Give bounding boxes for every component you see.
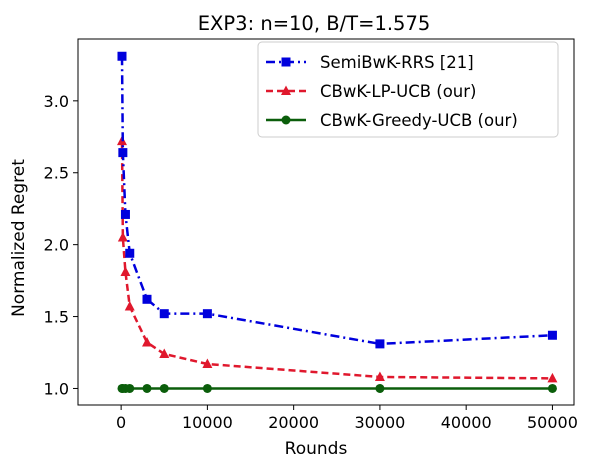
legend-box: [257, 41, 559, 138]
x-tick-label: 20000: [268, 413, 319, 432]
data-point: [202, 383, 212, 393]
x-tick-label: 50000: [527, 413, 578, 432]
chart-title: EXP3: n=10, B/T=1.575: [198, 12, 431, 35]
legend-item: CBwK-LP-UCB (our): [266, 82, 476, 101]
y-axis-label: Normalized Regret: [9, 159, 29, 317]
data-point: [159, 309, 169, 319]
legend-label: CBwK-Greedy-UCB (our): [320, 111, 518, 130]
y-tick-label: 1.0: [44, 379, 69, 398]
data-point: [125, 248, 135, 258]
y-tick-label: 1.5: [44, 308, 69, 327]
y-tick-label: 3.0: [44, 92, 69, 111]
data-point: [547, 383, 557, 393]
series-line: [120, 56, 553, 346]
x-axis-label: Rounds: [285, 439, 348, 459]
data-point: [120, 209, 130, 219]
legend-item: SemiBwK-RRS [21]: [266, 53, 474, 72]
plot-area: 0 10000 20000 30000 40000 50000 1.0 1.5 2.0 2.5 3.…: [44, 38, 578, 432]
axes-frame: [77, 38, 575, 406]
legend: SemiBwK-RRS [21] CBwK-LP-UCB (our) CBwK-Gr…: [257, 41, 559, 138]
data-point: [375, 383, 385, 393]
series-3: [117, 383, 557, 393]
data-point: [124, 300, 135, 311]
legend-label: CBwK-LP-UCB (our): [320, 82, 476, 101]
legend-label: SemiBwK-RRS [21]: [320, 53, 474, 72]
data-point: [202, 309, 212, 319]
data-point: [118, 148, 128, 158]
data-point: [374, 371, 385, 381]
series-1: [117, 51, 557, 349]
x-tick-label: 30000: [354, 413, 405, 432]
data-point: [547, 372, 558, 383]
data-point: [159, 383, 169, 393]
data-point: [117, 51, 127, 61]
data-point: [125, 383, 135, 393]
y-tick-label: 2.5: [44, 164, 69, 183]
legend-marker: [281, 57, 291, 67]
data-point: [202, 358, 213, 369]
data-point: [375, 339, 385, 349]
x-tick-label: 0: [116, 413, 126, 432]
series-line: [120, 141, 553, 380]
series-2: [116, 135, 558, 383]
y-tick-label: 2.0: [44, 236, 69, 255]
x-tick-label: 10000: [182, 413, 233, 432]
data-point: [142, 336, 153, 347]
data-point: [142, 294, 152, 304]
data-point: [120, 266, 131, 276]
data-point: [159, 348, 170, 358]
x-tick-label: 40000: [441, 413, 492, 432]
legend-marker: [281, 115, 291, 125]
data-point: [117, 231, 128, 242]
legend-item: CBwK-Greedy-UCB (our): [266, 111, 518, 130]
legend-marker: [281, 85, 291, 95]
data-point: [547, 330, 557, 340]
data-point: [142, 383, 152, 393]
